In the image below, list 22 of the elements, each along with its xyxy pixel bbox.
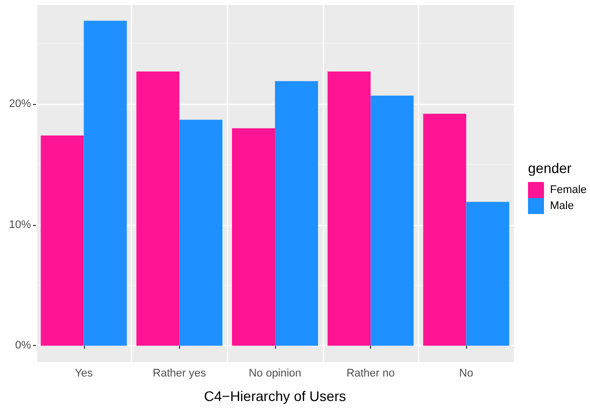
legend-label: Female [550, 184, 587, 196]
x-tick-label: Rather yes [152, 368, 206, 380]
bar [136, 71, 180, 346]
legend-title: gender [528, 160, 573, 176]
x-tick-label: No opinion [248, 368, 302, 380]
bar [84, 20, 127, 346]
x-tick-label: Yes [74, 368, 94, 380]
x-axis-title: C4−Hierarchy of Users [204, 388, 346, 404]
y-tick-label: 20% [8, 98, 32, 110]
x-tick-label: Rather no [346, 368, 395, 380]
bar [179, 120, 222, 346]
bar [275, 81, 318, 346]
bar [40, 135, 84, 346]
bar [328, 71, 371, 346]
y-tick-label: 10% [8, 218, 32, 231]
bar [370, 96, 414, 346]
bar [466, 202, 510, 346]
y-tick-label: 0% [15, 340, 32, 352]
legend-label: Male [550, 200, 574, 212]
bar [423, 114, 466, 346]
x-tick-label: No [459, 368, 474, 380]
bar [232, 128, 275, 346]
